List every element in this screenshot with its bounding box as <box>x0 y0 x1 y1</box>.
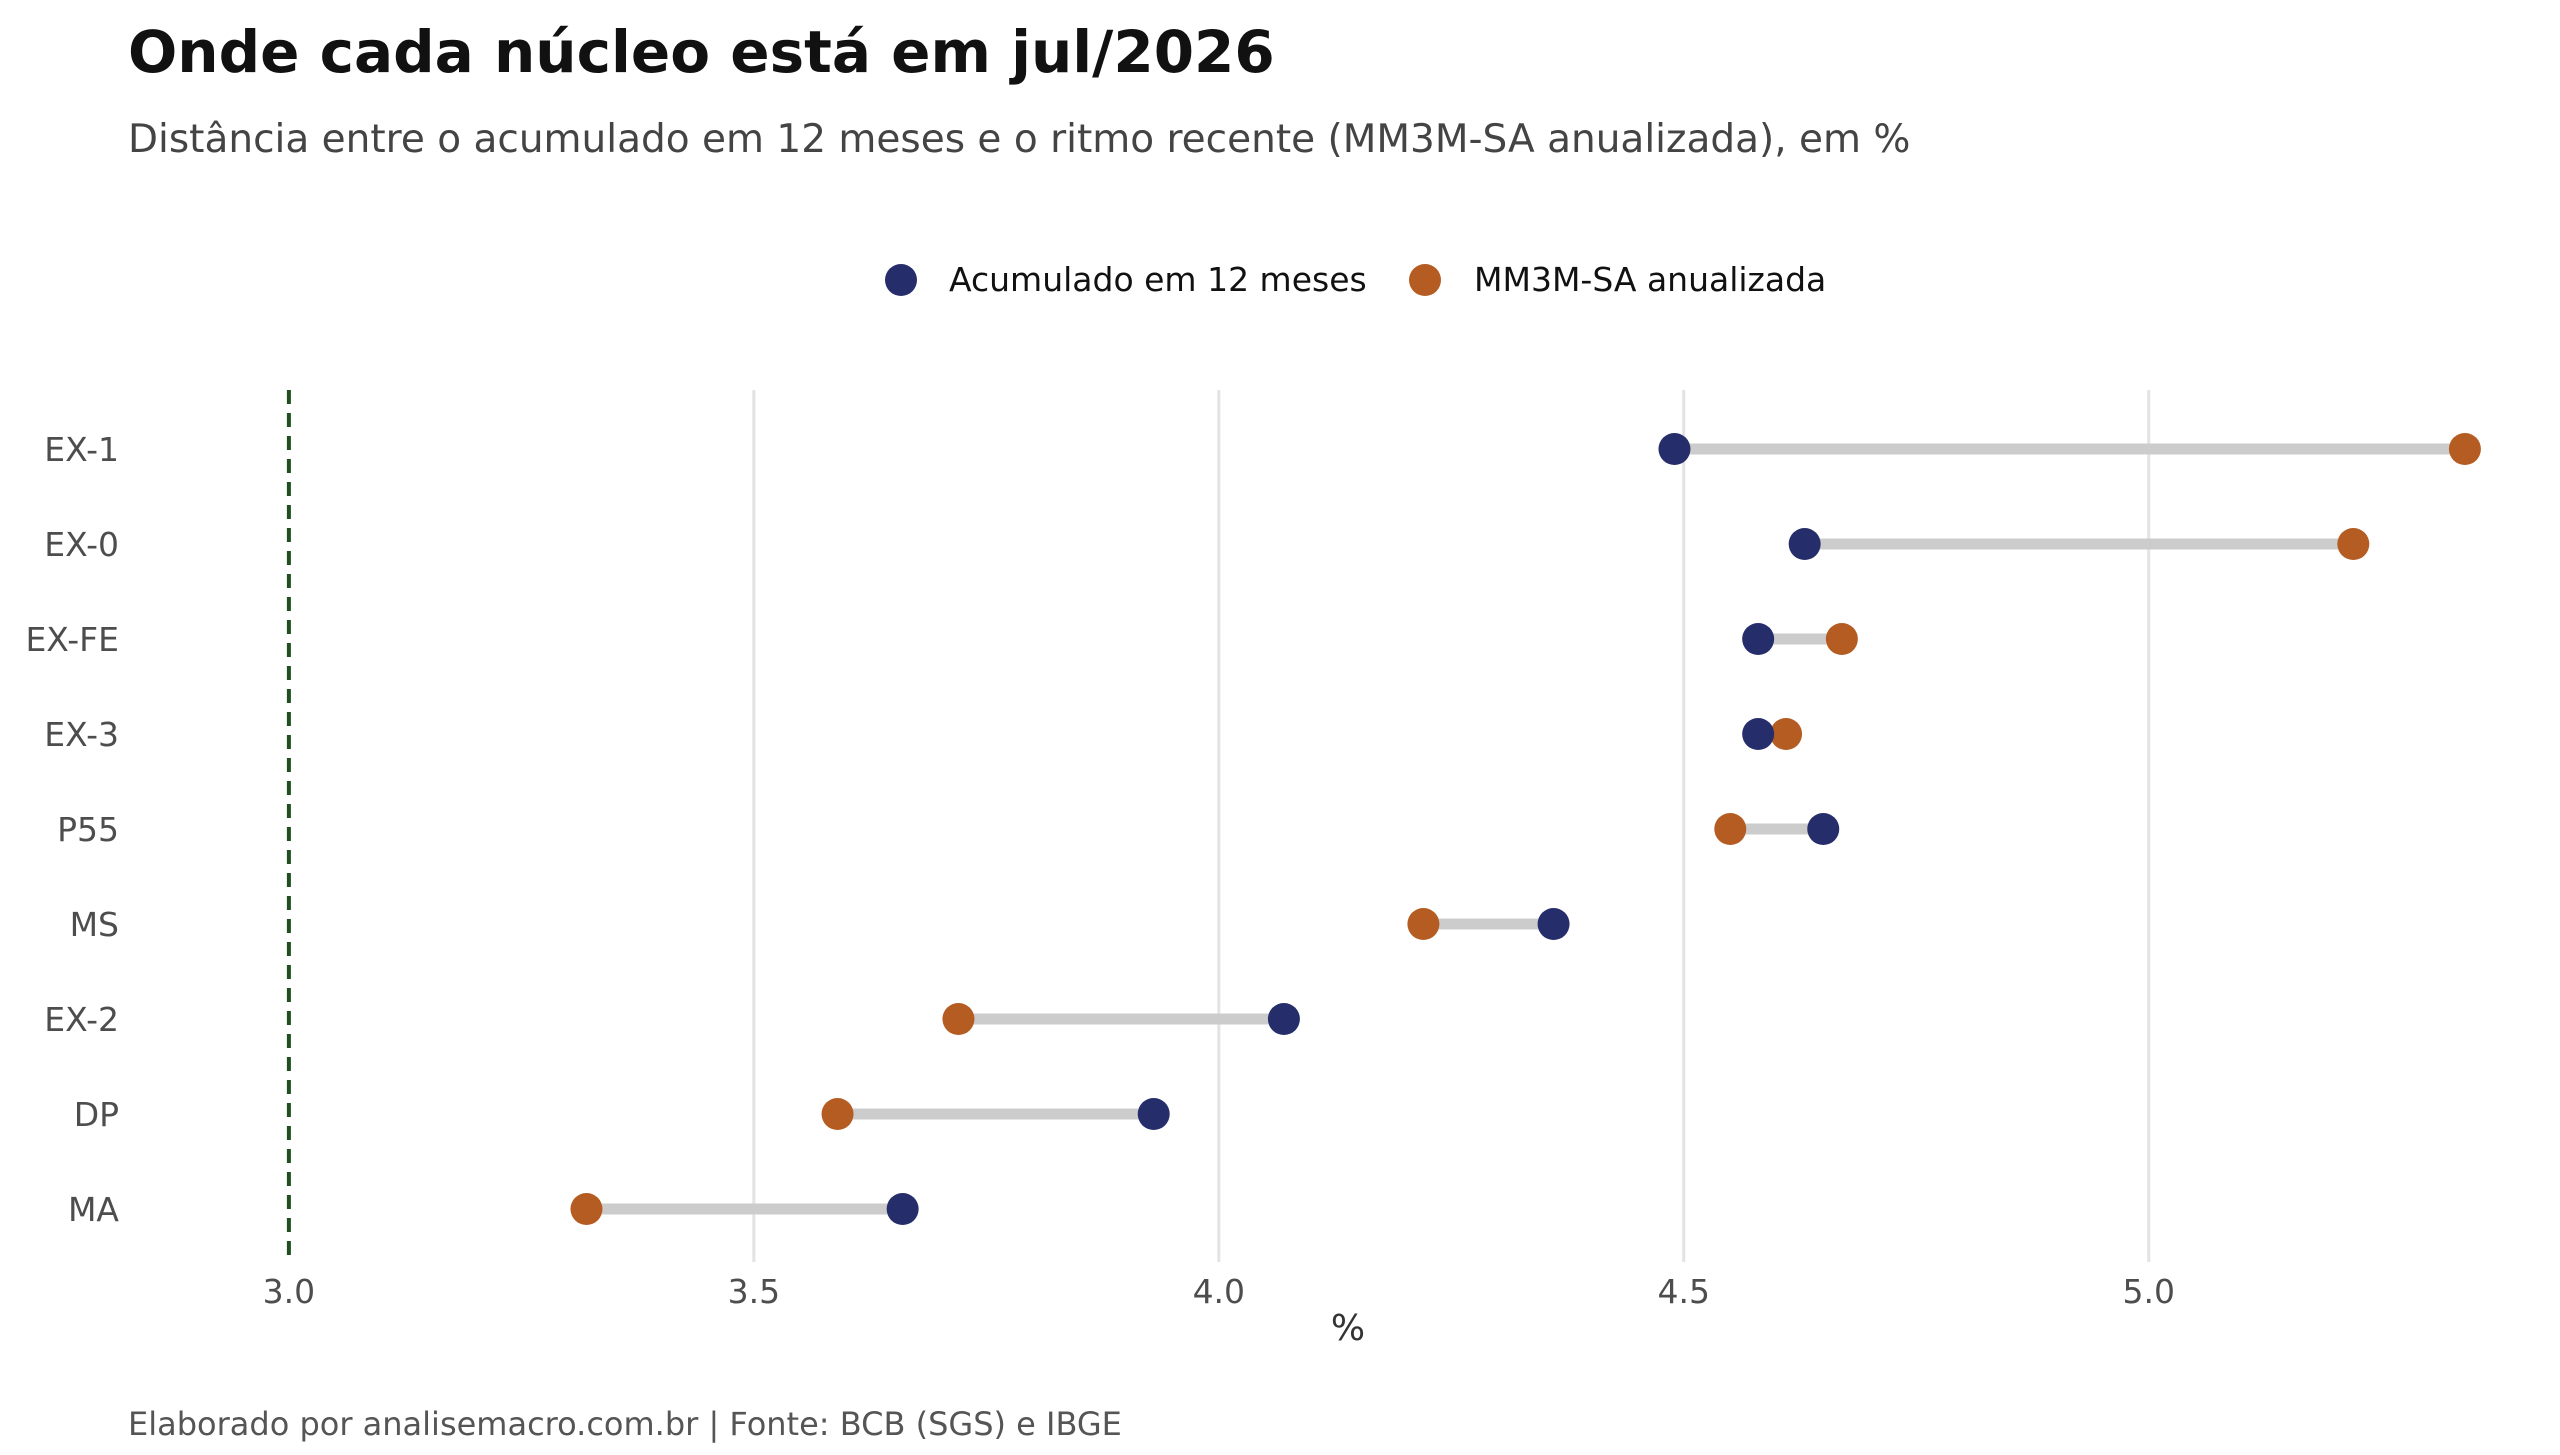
y-axis-ticks: EX-1 EX-0 EX-FE EX-3 P55 MS EX-2 DP MA <box>25 430 119 1229</box>
point-mm3m-sa <box>821 1098 854 1130</box>
point-mm3m-sa <box>2448 433 2481 465</box>
dumbbell-points <box>570 433 2481 1225</box>
y-tick-label: EX-FE <box>25 620 119 659</box>
point-mm3m-sa <box>1714 813 1747 845</box>
x-tick-label: 4.5 <box>1658 1272 1710 1311</box>
legend-label: MM3M-SA anualizada <box>1474 260 1826 299</box>
y-tick-label: P55 <box>57 810 119 849</box>
x-axis-ticks: 3.0 3.5 4.0 4.5 5.0 <box>263 1272 2175 1311</box>
chart-caption: Elaborado por analisemacro.com.br | Font… <box>128 1405 1122 1443</box>
x-tick-label: 3.5 <box>728 1272 780 1311</box>
point-mm3m-sa <box>1770 718 1803 750</box>
dumbbell-segments <box>580 443 2471 1215</box>
x-axis-label: % <box>1331 1308 1365 1349</box>
point-acumulado-12m <box>1137 1098 1170 1130</box>
y-tick-label: DP <box>74 1095 119 1134</box>
chart-title: Onde cada núcleo está em jul/2026 <box>128 18 1275 86</box>
y-tick-label: EX-2 <box>44 1000 119 1039</box>
x-tick-label: 5.0 <box>2122 1272 2174 1311</box>
point-mm3m-sa <box>2337 528 2370 560</box>
chart-subtitle: Distância entre o acumulado em 12 meses … <box>128 117 1910 162</box>
legend-marker <box>885 264 917 296</box>
point-acumulado-12m <box>1658 433 1691 465</box>
legend: Acumulado em 12 meses MM3M-SA anualizada <box>885 260 1826 299</box>
point-mm3m-sa <box>1825 623 1858 655</box>
grid-lines <box>752 390 2151 1262</box>
point-acumulado-12m <box>1267 1003 1300 1035</box>
point-acumulado-12m <box>1742 623 1775 655</box>
y-tick-label: EX-3 <box>44 715 119 754</box>
point-mm3m-sa <box>942 1003 975 1035</box>
point-mm3m-sa <box>570 1193 603 1225</box>
point-acumulado-12m <box>1742 718 1775 750</box>
y-tick-label: MS <box>70 905 119 944</box>
y-tick-label: MA <box>68 1190 119 1229</box>
point-mm3m-sa <box>1407 908 1440 940</box>
y-tick-label: EX-0 <box>44 525 119 564</box>
point-acumulado-12m <box>1788 528 1821 560</box>
x-tick-label: 3.0 <box>263 1272 315 1311</box>
y-tick-label: EX-1 <box>44 430 119 469</box>
legend-label: Acumulado em 12 meses <box>949 260 1367 299</box>
point-acumulado-12m <box>1537 908 1570 940</box>
point-acumulado-12m <box>1807 813 1840 845</box>
x-tick-label: 4.0 <box>1193 1272 1245 1311</box>
legend-marker <box>1409 264 1441 296</box>
point-acumulado-12m <box>886 1193 919 1225</box>
